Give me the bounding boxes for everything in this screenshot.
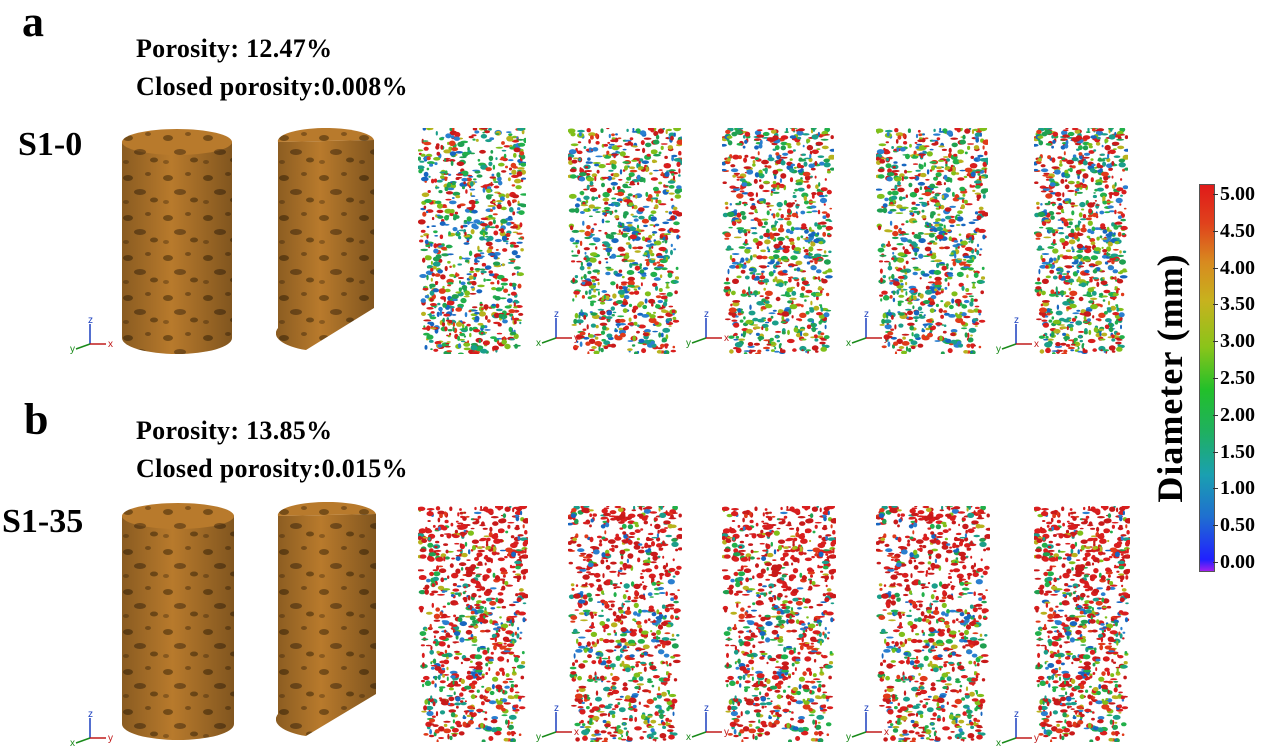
colorbar-tick-label: 4.50 [1220, 221, 1255, 241]
pore-network-b-2 [568, 506, 682, 742]
pore-network-b-1 [418, 506, 528, 742]
colorbar-tick-mark [1213, 194, 1218, 195]
colorbar-tick-label: 1.50 [1220, 442, 1255, 462]
colorbar-tick-mark [1213, 562, 1218, 563]
pore-network-b-4 [876, 506, 990, 742]
colorbar-tick-label: 5.00 [1220, 184, 1255, 204]
sample-label-a: S1-0 [18, 128, 82, 162]
rock-core-half-b [276, 502, 378, 742]
colorbar-tick-label: 3.00 [1220, 331, 1255, 351]
closed-porosity-text-b: Closed porosity:0.015% [136, 450, 408, 488]
rock-core-half-a [276, 128, 376, 358]
colorbar-tick-label: 4.00 [1220, 258, 1255, 278]
colorbar-tick-mark [1213, 452, 1218, 453]
porosity-text-a: Porosity: 12.47% [136, 30, 332, 68]
colorbar-tick-label: 2.00 [1220, 405, 1255, 425]
pore-network-a-3 [722, 128, 834, 354]
colorbar-title: Diameter (mm) [1149, 253, 1191, 502]
pore-network-a-1 [418, 128, 526, 354]
colorbar-tick-mark [1213, 378, 1218, 379]
colorbar-tick-mark [1213, 341, 1218, 342]
rock-core-full-a [120, 128, 234, 358]
rock-core-full-b [120, 502, 236, 742]
pore-network-b-3 [722, 506, 836, 742]
sample-label-b: S1-35 [2, 505, 83, 539]
pore-network-a-5 [1034, 128, 1128, 354]
panel-letter-a: a [22, 0, 44, 44]
colorbar-tick-label: 2.50 [1220, 368, 1255, 388]
pore-network-a-2 [568, 128, 682, 354]
colorbar-tick-mark [1213, 231, 1218, 232]
colorbar-tick-mark [1213, 488, 1218, 489]
colorbar-tick-label: 1.00 [1220, 478, 1255, 498]
colorbar-tick-mark [1213, 415, 1218, 416]
porosity-text-b: Porosity: 13.85% [136, 412, 332, 450]
pore-network-a-4 [876, 128, 988, 354]
pore-network-b-5 [1034, 506, 1130, 742]
colorbar-tick-mark [1213, 268, 1218, 269]
colorbar-tick-mark [1213, 525, 1218, 526]
colorbar-tick-label: 3.50 [1220, 294, 1255, 314]
colorbar-tick-mark [1213, 304, 1218, 305]
colorbar-tick-label: 0.50 [1220, 515, 1255, 535]
colorbar-tick-label: 0.00 [1220, 552, 1255, 572]
panel-letter-b: b [24, 398, 48, 442]
closed-porosity-text-a: Closed porosity:0.008% [136, 68, 408, 106]
